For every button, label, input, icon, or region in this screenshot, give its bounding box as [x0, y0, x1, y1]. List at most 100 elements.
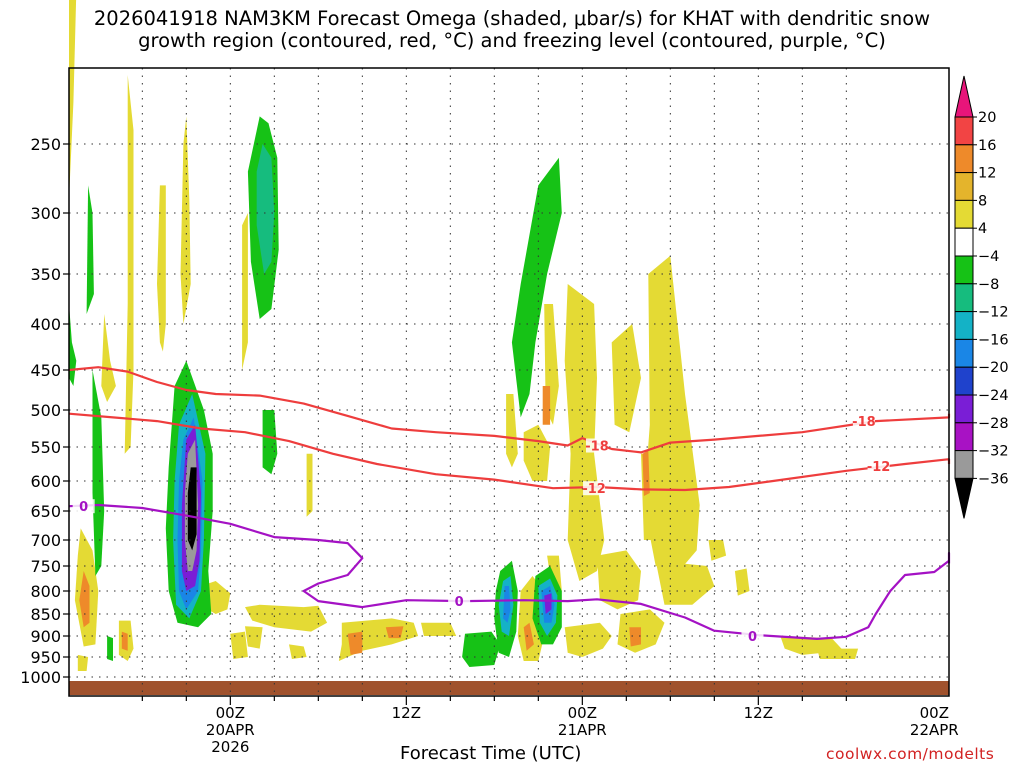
- omega-region-0: [69, 0, 77, 200]
- omega-region-29: [289, 644, 307, 659]
- omega-region-46: [564, 622, 612, 657]
- contour-line-2: [68, 503, 951, 641]
- colorbar-label-0: 20: [978, 110, 996, 126]
- colorbar-label-2: 12: [978, 166, 996, 182]
- colorbar-label-5: −4: [978, 249, 999, 265]
- contour-labels: -18 -18 -12 -12 0 0 0: [72, 414, 890, 645]
- contour-label-2-0: 0: [79, 500, 88, 515]
- y-tick-label-950: 950: [30, 648, 61, 667]
- omega-region-40: [611, 324, 641, 433]
- colorbar-label-12: −32: [978, 444, 1009, 460]
- omega-region-23: [256, 144, 275, 274]
- omega-region-51: [542, 386, 551, 425]
- omega-region-3: [157, 185, 166, 352]
- colorbar-box-11: [954, 394, 974, 424]
- omega-region-8: [77, 654, 89, 671]
- x-tick-label-4-0: 00Z: [920, 704, 949, 722]
- omega-region-7: [79, 571, 90, 628]
- omega-region-13: [121, 631, 128, 651]
- omega-region-5: [101, 314, 116, 402]
- omega-region-4: [180, 116, 191, 325]
- contour-label-bg-0-1: [852, 414, 875, 429]
- y-tick-label-600: 600: [30, 472, 61, 491]
- x-tick-label-4-1: 22APR: [910, 721, 959, 739]
- colorbar-box-6: [954, 255, 974, 285]
- contour-label-bg-2-2: [741, 629, 764, 643]
- y-tick-label-350: 350: [30, 265, 61, 284]
- colorbar: 20 16 12 8 4 −4 −8 −12 −16 −20 −24 −28 −32 −36: [954, 75, 1009, 519]
- x-tick-label-2-0: 00Z: [568, 704, 597, 722]
- omega-region-24: [242, 213, 248, 370]
- contour-line-0: [68, 366, 951, 454]
- y-tick-label-700: 700: [30, 531, 61, 550]
- omega-region-1: [69, 304, 77, 386]
- y-tick-label-900: 900: [30, 627, 61, 646]
- colorbar-box-9: [954, 338, 974, 368]
- y-tick-label-850: 850: [30, 605, 61, 624]
- colorbar-label-1: 16: [978, 138, 996, 154]
- colorbar-bottom-triangle: [954, 477, 974, 519]
- omega-region-45: [734, 568, 750, 596]
- colorbar-box-2: [954, 144, 974, 174]
- y-tick-label-750: 750: [30, 557, 61, 576]
- omega-region-9: [92, 370, 105, 576]
- x-tick-label-2-1: 21APR: [558, 721, 607, 739]
- chart-title-line-1: 2026041918 NAM3KM Forecast Omega (shaded…: [93, 7, 931, 30]
- omega-region-49: [629, 627, 641, 647]
- colorbar-box-1: [954, 116, 974, 146]
- colorbar-box-4: [954, 199, 974, 229]
- omega-region-10: [86, 185, 94, 314]
- colorbar-box-12: [954, 422, 974, 452]
- y-tick-label-400: 400: [30, 315, 61, 334]
- y-tick-label-300: 300: [30, 204, 61, 223]
- contour-label-2-1: 0: [455, 595, 464, 610]
- y-tick-label-650: 650: [30, 502, 61, 521]
- omega-region-11: [107, 636, 113, 661]
- y-tick-label-1000: 1000: [20, 668, 61, 687]
- omega-region-36: [506, 394, 518, 468]
- contour-label-bg-0-0: [586, 438, 608, 453]
- x-tick-label-3-0: 12Z: [744, 704, 773, 722]
- omega-region-34: [462, 631, 501, 667]
- colorbar-label-8: −16: [978, 332, 1009, 348]
- omega-region-27: [245, 604, 328, 632]
- omega-region-50: [642, 450, 650, 496]
- colorbar-box-5: [954, 227, 974, 257]
- colorbar-label-6: −8: [978, 277, 999, 293]
- omega-region-35: [511, 157, 562, 418]
- source-credit: coolwx.com/modelts: [826, 745, 995, 763]
- omega-shading: [69, 0, 859, 671]
- x-tick-label-0-1: 20APR: [206, 721, 255, 739]
- omega-region-2: [124, 75, 134, 454]
- y-tick-label-500: 500: [30, 401, 61, 420]
- colorbar-label-7: −12: [978, 305, 1009, 321]
- omega-region-61: [544, 593, 552, 614]
- colorbar-box-10: [954, 366, 974, 396]
- x-tick-label-1-0: 12Z: [392, 704, 421, 722]
- colorbar-top-triangle: [954, 75, 974, 118]
- omega-region-15: [230, 631, 248, 659]
- omega-region-39: [564, 284, 605, 581]
- omega-region-32: [385, 626, 404, 639]
- omega-region-42: [597, 550, 641, 610]
- omega-region-53: [523, 622, 534, 651]
- omega-region-44: [708, 540, 727, 561]
- contour-label-bg-1-0: [583, 481, 606, 496]
- y-tick-label-450: 450: [30, 361, 61, 380]
- contour-label-0-0: -18: [585, 440, 609, 455]
- omega-region-25: [262, 410, 278, 475]
- colorbar-box-3: [954, 172, 974, 201]
- chart-title-line-2: growth region (contoured, red, °C) and f…: [138, 29, 886, 52]
- colorbar-label-11: −28: [978, 416, 1009, 432]
- omega-region-37: [523, 424, 551, 481]
- omega-region-21: [187, 467, 197, 551]
- contour-label-1-0: -12: [582, 482, 606, 497]
- omega-region-63: [817, 648, 859, 659]
- colorbar-label-9: −20: [978, 360, 1009, 376]
- y-tick-label-550: 550: [30, 438, 61, 457]
- contour-label-2-2: 0: [748, 630, 757, 645]
- y-tick-label-800: 800: [30, 582, 61, 601]
- omega-region-41: [643, 255, 700, 571]
